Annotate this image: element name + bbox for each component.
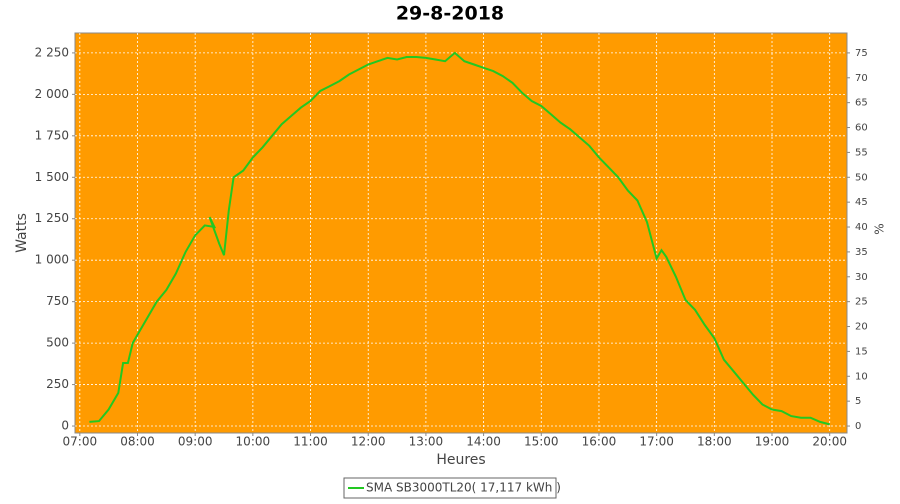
- x-tick-label: 07:00: [63, 435, 98, 449]
- legend-label: SMA SB3000TL20( 17,117 kWh ): [366, 481, 561, 495]
- y2-tick-label: 35: [855, 247, 868, 258]
- x-tick-label: 19:00: [755, 435, 790, 449]
- y-tick-label: 2 000: [35, 87, 69, 101]
- y2-tick-label: 65: [855, 98, 868, 109]
- y2-tick-label: 20: [855, 322, 868, 333]
- y-tick-label: 1 250: [35, 211, 69, 225]
- x-tick-label: 16:00: [582, 435, 617, 449]
- y-tick-label: 250: [46, 377, 69, 391]
- y-tick-label: 1 000: [35, 253, 69, 267]
- x-tick-label: 08:00: [120, 435, 155, 449]
- legend-box: [343, 477, 557, 499]
- y2-tick-label: 10: [855, 371, 868, 382]
- x-axis-label: Heures: [436, 452, 485, 468]
- y-tick-label: 0: [61, 419, 69, 433]
- x-tick-label: 17:00: [639, 435, 674, 449]
- y-tick-label: 750: [46, 294, 69, 308]
- y-tick-label: 500: [46, 336, 69, 350]
- x-tick-label: 09:00: [178, 435, 213, 449]
- y2-tick-label: 0: [855, 421, 861, 432]
- series-line: [89, 51, 830, 426]
- chart-title: 29-8-2018: [396, 3, 504, 25]
- y2-tick-label: 40: [855, 222, 868, 233]
- x-tick-label: 12:00: [351, 435, 386, 449]
- y-tick-label: 2 250: [35, 45, 69, 59]
- y2-tick-label: 75: [855, 48, 868, 59]
- x-tick-label: 14:00: [466, 435, 501, 449]
- plot-area: [74, 32, 848, 434]
- x-tick-label: 11:00: [293, 435, 328, 449]
- y2-tick-label: 25: [855, 297, 868, 308]
- y-tick-label: 1 750: [35, 128, 69, 142]
- x-tick-label: 20:00: [812, 435, 847, 449]
- y-axis-label: Watts: [14, 213, 30, 253]
- y2-tick-label: 5: [855, 396, 861, 407]
- y2-tick-label: 45: [855, 197, 868, 208]
- y2-tick-label: 15: [855, 346, 868, 357]
- y2-tick-label: 55: [855, 147, 868, 158]
- y2-axis-label: %: [873, 223, 887, 234]
- y2-tick-label: 50: [855, 172, 868, 183]
- x-tick-label: 18:00: [697, 435, 732, 449]
- y2-tick-label: 30: [855, 272, 868, 283]
- x-tick-label: 13:00: [409, 435, 444, 449]
- y-tick-label: 1 500: [35, 170, 69, 184]
- y2-tick-label: 70: [855, 73, 868, 84]
- x-tick-label: 10:00: [236, 435, 271, 449]
- x-tick-label: 15:00: [524, 435, 559, 449]
- y2-tick-label: 60: [855, 123, 868, 134]
